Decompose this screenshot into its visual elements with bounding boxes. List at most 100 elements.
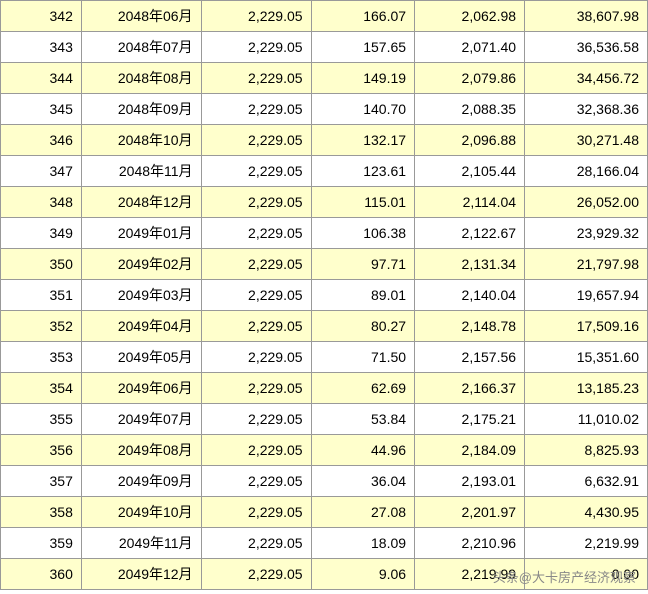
table-row: 3572049年09月2,229.0536.042,193.016,632.91 [1,466,648,497]
cell-interest: 9.06 [311,559,415,590]
cell-interest: 123.61 [311,156,415,187]
cell-balance: 38,607.98 [525,1,648,32]
cell-interest: 80.27 [311,311,415,342]
cell-payment: 2,229.05 [201,497,311,528]
cell-period: 355 [1,404,82,435]
cell-payment: 2,229.05 [201,311,311,342]
cell-balance: 36,536.58 [525,32,648,63]
cell-principal: 2,210.96 [415,528,525,559]
cell-payment: 2,229.05 [201,125,311,156]
cell-period: 356 [1,435,82,466]
cell-principal: 2,088.35 [415,94,525,125]
amortization-table: 3422048年06月2,229.05166.072,062.9838,607.… [0,0,648,590]
cell-balance: 30,271.48 [525,125,648,156]
cell-principal: 2,148.78 [415,311,525,342]
table-row: 3512049年03月2,229.0589.012,140.0419,657.9… [1,280,648,311]
cell-principal: 2,079.86 [415,63,525,94]
cell-interest: 157.65 [311,32,415,63]
cell-period: 348 [1,187,82,218]
table-row: 3442048年08月2,229.05149.192,079.8634,456.… [1,63,648,94]
cell-balance: 26,052.00 [525,187,648,218]
cell-interest: 71.50 [311,342,415,373]
cell-balance: 8,825.93 [525,435,648,466]
cell-date: 2048年12月 [81,187,201,218]
cell-principal: 2,096.88 [415,125,525,156]
cell-balance: 32,368.36 [525,94,648,125]
cell-payment: 2,229.05 [201,373,311,404]
cell-balance: 28,166.04 [525,156,648,187]
cell-principal: 2,184.09 [415,435,525,466]
cell-interest: 149.19 [311,63,415,94]
table-row: 3532049年05月2,229.0571.502,157.5615,351.6… [1,342,648,373]
cell-interest: 166.07 [311,1,415,32]
cell-date: 2049年12月 [81,559,201,590]
cell-interest: 44.96 [311,435,415,466]
table-body: 3422048年06月2,229.05166.072,062.9838,607.… [1,1,648,590]
cell-interest: 53.84 [311,404,415,435]
cell-date: 2048年06月 [81,1,201,32]
cell-payment: 2,229.05 [201,1,311,32]
cell-principal: 2,114.04 [415,187,525,218]
table-row: 3522049年04月2,229.0580.272,148.7817,509.1… [1,311,648,342]
cell-payment: 2,229.05 [201,280,311,311]
cell-balance: 34,456.72 [525,63,648,94]
cell-date: 2049年02月 [81,249,201,280]
cell-date: 2048年11月 [81,156,201,187]
cell-period: 358 [1,497,82,528]
cell-balance: 11,010.02 [525,404,648,435]
cell-payment: 2,229.05 [201,94,311,125]
cell-principal: 2,175.21 [415,404,525,435]
cell-period: 347 [1,156,82,187]
cell-principal: 2,062.98 [415,1,525,32]
cell-period: 357 [1,466,82,497]
cell-period: 345 [1,94,82,125]
cell-balance: 4,430.95 [525,497,648,528]
cell-balance: 21,797.98 [525,249,648,280]
cell-payment: 2,229.05 [201,187,311,218]
cell-payment: 2,229.05 [201,63,311,94]
cell-period: 351 [1,280,82,311]
cell-payment: 2,229.05 [201,435,311,466]
cell-period: 349 [1,218,82,249]
cell-principal: 2,201.97 [415,497,525,528]
cell-payment: 2,229.05 [201,32,311,63]
cell-period: 354 [1,373,82,404]
cell-balance: 6,632.91 [525,466,648,497]
cell-period: 353 [1,342,82,373]
table-row: 3592049年11月2,229.0518.092,210.962,219.99 [1,528,648,559]
table-row: 3562049年08月2,229.0544.962,184.098,825.93 [1,435,648,466]
cell-period: 343 [1,32,82,63]
cell-date: 2049年03月 [81,280,201,311]
cell-interest: 115.01 [311,187,415,218]
cell-interest: 36.04 [311,466,415,497]
cell-interest: 140.70 [311,94,415,125]
cell-principal: 2,105.44 [415,156,525,187]
cell-period: 344 [1,63,82,94]
table-row: 3582049年10月2,229.0527.082,201.974,430.95 [1,497,648,528]
cell-balance: 2,219.99 [525,528,648,559]
cell-interest: 89.01 [311,280,415,311]
cell-payment: 2,229.05 [201,156,311,187]
table-row: 3482048年12月2,229.05115.012,114.0426,052.… [1,187,648,218]
cell-interest: 27.08 [311,497,415,528]
cell-interest: 62.69 [311,373,415,404]
cell-date: 2048年08月 [81,63,201,94]
cell-date: 2049年07月 [81,404,201,435]
cell-balance: 17,509.16 [525,311,648,342]
table-row: 3542049年06月2,229.0562.692,166.3713,185.2… [1,373,648,404]
cell-principal: 2,131.34 [415,249,525,280]
cell-date: 2049年05月 [81,342,201,373]
cell-balance: 19,657.94 [525,280,648,311]
cell-payment: 2,229.05 [201,404,311,435]
cell-date: 2048年10月 [81,125,201,156]
cell-period: 342 [1,1,82,32]
table-row: 3502049年02月2,229.0597.712,131.3421,797.9… [1,249,648,280]
cell-balance: 23,929.32 [525,218,648,249]
table-row: 3452048年09月2,229.05140.702,088.3532,368.… [1,94,648,125]
cell-principal: 2,140.04 [415,280,525,311]
cell-date: 2048年09月 [81,94,201,125]
cell-principal: 2,071.40 [415,32,525,63]
cell-period: 350 [1,249,82,280]
cell-principal: 2,157.56 [415,342,525,373]
cell-period: 352 [1,311,82,342]
